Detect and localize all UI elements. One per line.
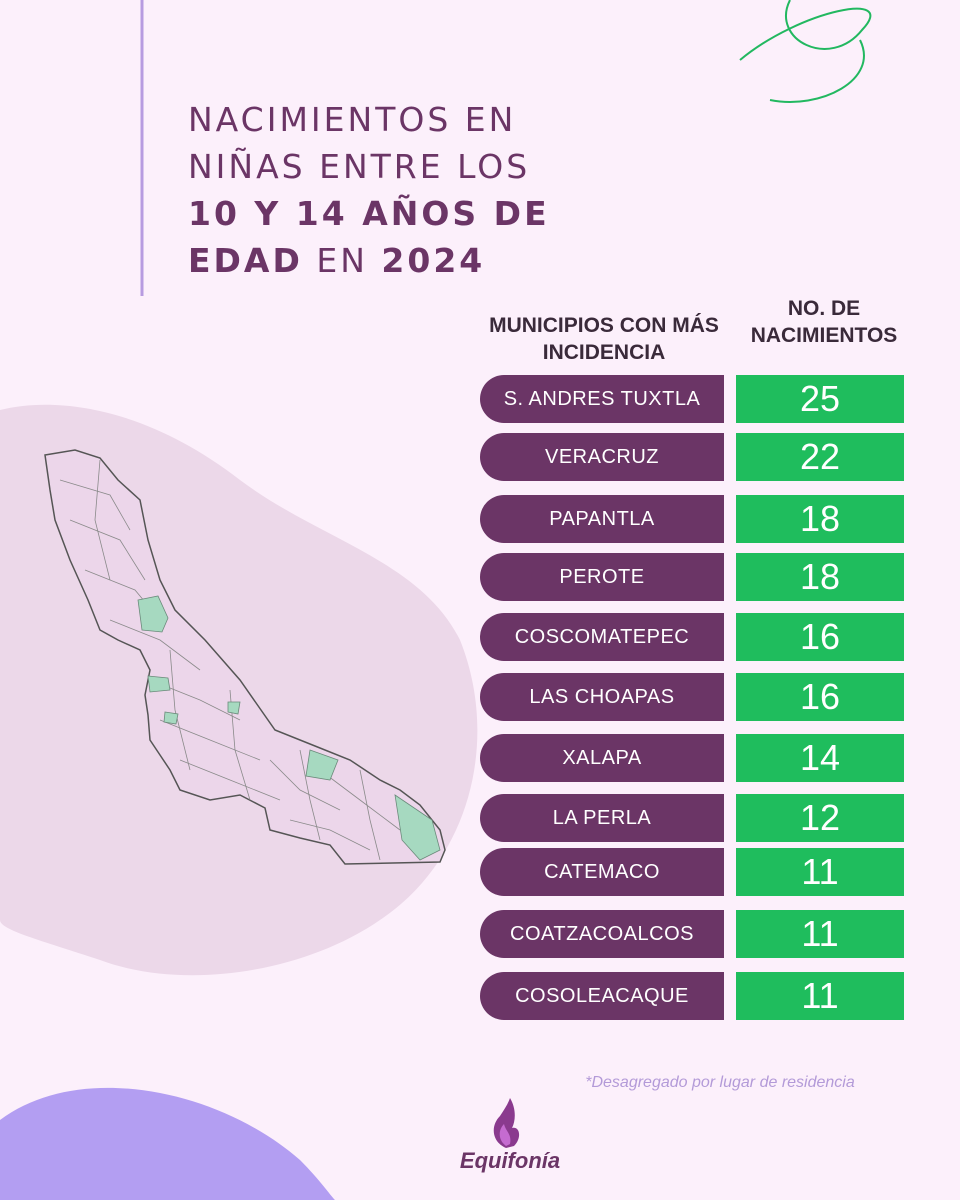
nacimientos-value: 12 bbox=[736, 794, 904, 842]
title-edad: EDAD bbox=[188, 241, 303, 280]
municipio-label: PEROTE bbox=[480, 553, 724, 601]
brand-logo-text: Equifonía bbox=[459, 1148, 561, 1173]
municipio-label: COATZACOALCOS bbox=[480, 910, 724, 958]
table-row: LAS CHOAPAS 16 bbox=[480, 673, 925, 721]
table-row: VERACRUZ 22 bbox=[480, 433, 925, 481]
table-row: COSOLEACAQUE 11 bbox=[480, 972, 925, 1020]
municipio-label: LAS CHOAPAS bbox=[480, 673, 724, 721]
municipio-label: S. ANDRES TUXTLA bbox=[480, 375, 724, 423]
nacimientos-value: 22 bbox=[736, 433, 904, 481]
nacimientos-value: 25 bbox=[736, 375, 904, 423]
footnote: *Desagregado por lugar de residencia bbox=[585, 1074, 855, 1091]
municipio-label: CATEMACO bbox=[480, 848, 724, 896]
nacimientos-value: 18 bbox=[736, 495, 904, 543]
table-row: S. ANDRES TUXTLA 25 bbox=[480, 375, 925, 423]
nacimientos-value: 11 bbox=[736, 910, 904, 958]
title-line-2: NIÑAS ENTRE LOS bbox=[188, 147, 531, 186]
municipio-label: COSCOMATEPEC bbox=[480, 613, 724, 661]
title-year: 2024 bbox=[381, 241, 486, 280]
nacimientos-value: 16 bbox=[736, 673, 904, 721]
table-row: CATEMACO 11 bbox=[480, 848, 925, 896]
municipio-label: VERACRUZ bbox=[480, 433, 724, 481]
highlight-veracruz bbox=[305, 749, 339, 781]
map-outline bbox=[44, 449, 446, 865]
table-row: XALAPA 14 bbox=[480, 734, 925, 782]
veracruz-map bbox=[44, 449, 446, 865]
highlight-coscomatepec bbox=[163, 711, 179, 725]
municipio-label: PAPANTLA bbox=[480, 495, 724, 543]
nacimientos-value: 11 bbox=[736, 848, 904, 896]
municipio-label: XALAPA bbox=[480, 734, 724, 782]
header-municipios: MUNICIPIOS CON MÁS INCIDENCIA bbox=[489, 314, 719, 364]
highlight-las-choapas bbox=[394, 794, 441, 861]
nacimientos-value: 14 bbox=[736, 734, 904, 782]
highlight-papantla bbox=[137, 595, 169, 633]
green-swirl bbox=[739, 0, 872, 103]
nacimientos-value: 16 bbox=[736, 613, 904, 661]
table-row: LA PERLA 12 bbox=[480, 794, 925, 842]
table-row: COSCOMATEPEC 16 bbox=[480, 613, 925, 661]
title-line-1: NACIMIENTOS EN bbox=[188, 100, 517, 139]
equifonia-flame-icon bbox=[493, 1098, 520, 1148]
table-row: COATZACOALCOS 11 bbox=[480, 910, 925, 958]
municipio-label: LA PERLA bbox=[480, 794, 724, 842]
nacimientos-value: 18 bbox=[736, 553, 904, 601]
municipio-label: COSOLEACAQUE bbox=[480, 972, 724, 1020]
table-row: PEROTE 18 bbox=[480, 553, 925, 601]
table-row: PAPANTLA 18 bbox=[480, 495, 925, 543]
highlight-perote bbox=[147, 675, 171, 693]
title-line-3: 10 Y 14 AÑOS DE bbox=[188, 194, 550, 233]
highlight-xalapa bbox=[227, 701, 241, 715]
title-en: EN bbox=[302, 241, 382, 280]
bottom-blob bbox=[0, 1087, 335, 1200]
header-nacimientos: NO. DE NACIMIENTOS bbox=[750, 297, 898, 347]
nacimientos-value: 11 bbox=[736, 972, 904, 1020]
infographic-title: NACIMIENTOS EN NIÑAS ENTRE LOS 10 Y 14 A… bbox=[188, 96, 608, 284]
